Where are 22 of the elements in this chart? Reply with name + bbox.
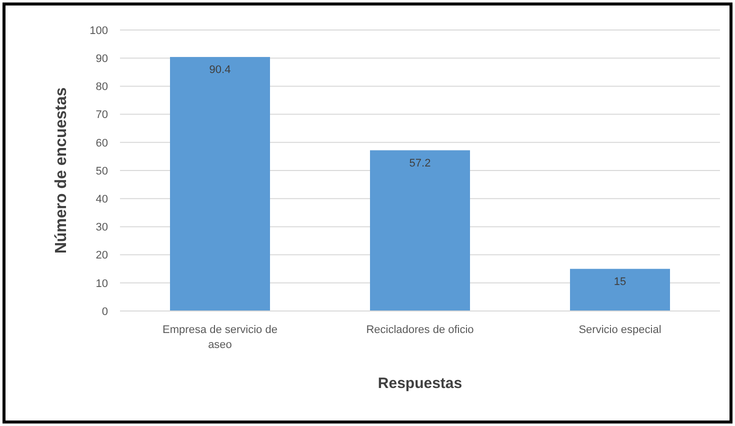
y-axis-title: Número de encuestas bbox=[53, 87, 70, 254]
y-tick-label: 100 bbox=[90, 24, 108, 37]
data-label: 57.2 bbox=[409, 157, 431, 170]
bar bbox=[570, 268, 670, 311]
x-tick-label: Servicio especial bbox=[578, 324, 662, 336]
y-tick-label: 10 bbox=[96, 278, 108, 290]
y-tick-label: 90 bbox=[96, 52, 108, 65]
data-label: 90.4 bbox=[209, 64, 231, 76]
bar bbox=[370, 150, 470, 311]
y-tick-label: 60 bbox=[96, 137, 108, 150]
x-tick-label: Recicladores de oficio bbox=[366, 324, 474, 336]
x-tick-label: Empresa de servicio de aseo bbox=[162, 324, 278, 351]
y-tick-label: 30 bbox=[96, 222, 108, 234]
y-tick-label: 80 bbox=[96, 81, 108, 94]
y-tick-label: 70 bbox=[96, 109, 108, 122]
data-label: 15 bbox=[614, 276, 626, 288]
y-tick-label: 0 bbox=[102, 306, 108, 318]
x-axis-title: Respuestas bbox=[378, 375, 462, 392]
y-tick-label: 20 bbox=[96, 250, 108, 262]
y-tick-label: 40 bbox=[96, 193, 108, 206]
bar bbox=[170, 56, 270, 311]
y-tick-label: 50 bbox=[96, 165, 108, 178]
